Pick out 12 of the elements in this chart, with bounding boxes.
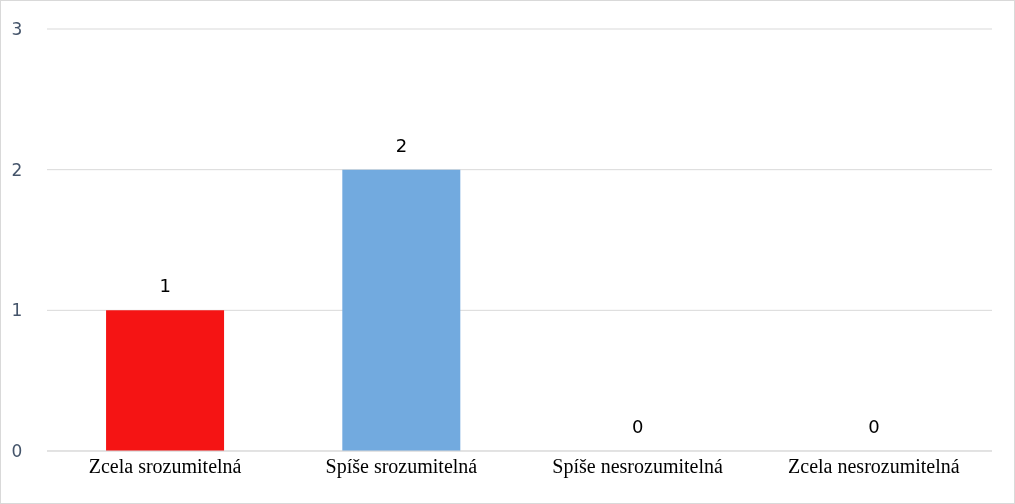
x-tick-label: Spíše nesrozumitelná: [552, 455, 723, 479]
x-tick-label: Zcela nesrozumitelná: [788, 455, 960, 478]
x-tick-label: Spíše srozumitelná: [325, 455, 478, 479]
data-label: 0: [631, 416, 644, 437]
data-label: 0: [868, 416, 880, 437]
y-tick-label: 0: [11, 441, 23, 462]
y-tick-label: 2: [11, 159, 23, 180]
y-tick-label: 1: [11, 300, 23, 321]
data-label: 1: [159, 275, 171, 297]
data-label: 2: [395, 134, 408, 156]
x-tick-label: Zcela srozumitelná: [88, 455, 242, 478]
y-tick-label: 3: [11, 19, 23, 40]
